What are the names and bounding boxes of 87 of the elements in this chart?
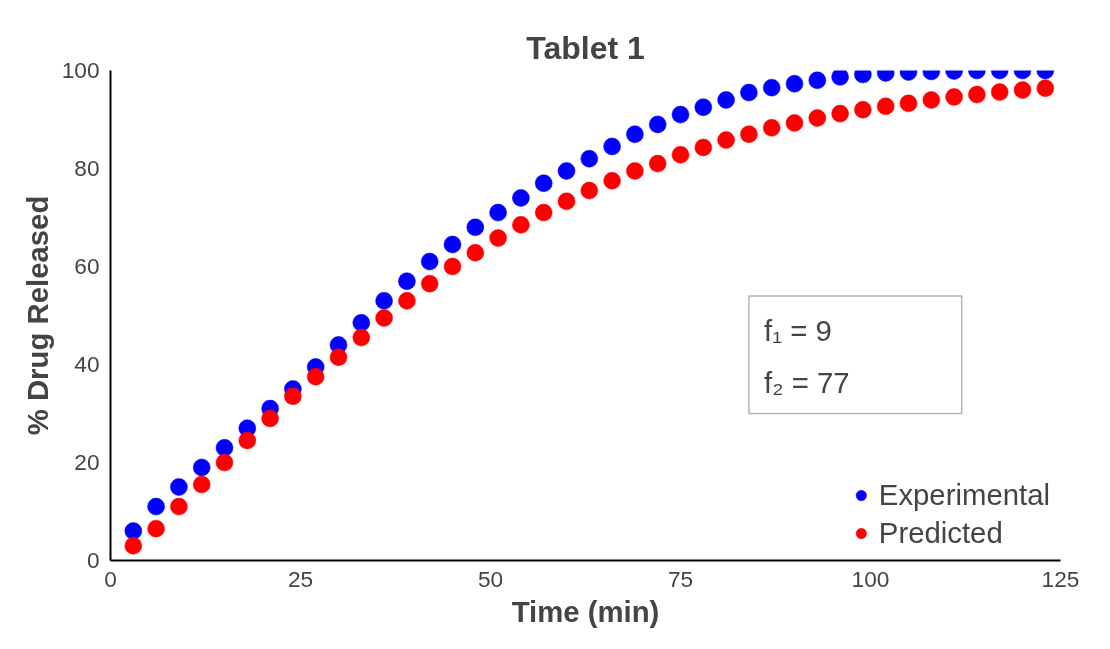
point — [580, 149, 599, 168]
x-axis-title: Time (min) — [511, 594, 660, 628]
point — [192, 475, 211, 494]
point — [352, 328, 371, 347]
point — [443, 257, 462, 276]
point — [1036, 79, 1055, 98]
point — [375, 308, 394, 327]
point — [808, 109, 827, 128]
y-axis-title: % Drug Released — [20, 195, 54, 436]
point — [489, 229, 508, 248]
x-tick-label: 25 — [287, 565, 314, 592]
point — [808, 71, 827, 90]
x-tick-label: 125 — [1041, 565, 1080, 592]
point — [420, 274, 439, 293]
point — [717, 131, 736, 150]
point — [534, 203, 553, 222]
x-tick-label: 50 — [477, 565, 504, 592]
point — [1013, 81, 1032, 100]
point — [534, 174, 553, 193]
point — [876, 97, 895, 116]
point — [625, 161, 644, 180]
point — [603, 171, 622, 190]
legend-label: Experimental — [878, 478, 1050, 512]
point — [967, 85, 986, 104]
point — [375, 291, 394, 310]
point — [557, 192, 576, 211]
point — [192, 458, 211, 477]
point — [238, 431, 257, 450]
annotation: f₂ = 77 — [764, 365, 850, 399]
point — [124, 536, 143, 555]
point — [694, 98, 713, 117]
y-tick-label: 60 — [74, 253, 100, 279]
legend-label: Predicted — [878, 516, 1003, 550]
point — [511, 188, 530, 207]
y-tick-label: 40 — [74, 351, 100, 377]
point — [283, 387, 302, 406]
point — [785, 113, 804, 132]
point — [945, 87, 964, 106]
point — [397, 291, 416, 310]
point — [147, 497, 166, 516]
point — [352, 313, 371, 332]
point — [215, 438, 234, 457]
point — [466, 218, 485, 237]
point — [694, 138, 713, 157]
point — [648, 154, 667, 173]
point — [397, 272, 416, 291]
point — [420, 252, 439, 271]
point — [899, 94, 918, 113]
point — [215, 453, 234, 472]
point — [147, 519, 166, 538]
point — [603, 137, 622, 156]
point — [717, 90, 736, 109]
point — [922, 90, 941, 109]
point — [739, 125, 758, 144]
point — [580, 181, 599, 200]
point — [671, 105, 690, 124]
point — [124, 522, 143, 541]
point — [762, 118, 781, 137]
point — [329, 348, 348, 367]
y-tick-label: 100 — [61, 57, 100, 83]
point — [990, 83, 1009, 102]
y-tick-label: 80 — [74, 155, 100, 181]
y-tick-label: 0 — [86, 547, 100, 573]
point — [762, 78, 781, 97]
y-tick-label: 20 — [74, 449, 100, 475]
point — [443, 235, 462, 254]
point — [169, 478, 188, 496]
point — [261, 409, 280, 428]
point — [671, 145, 690, 164]
chart-title: Tablet 1 — [526, 29, 645, 66]
point — [169, 497, 188, 516]
point — [831, 104, 850, 123]
annotation: f₁ = 9 — [764, 314, 832, 348]
x-tick-label: 0 — [104, 565, 117, 592]
point — [785, 74, 804, 93]
point — [831, 70, 850, 86]
point — [466, 243, 485, 262]
point — [625, 125, 644, 144]
point — [853, 100, 872, 119]
point — [648, 115, 667, 134]
point — [511, 215, 530, 234]
point — [557, 161, 576, 180]
x-tick-label: 75 — [667, 565, 694, 592]
point — [306, 367, 325, 386]
point — [739, 83, 758, 102]
x-tick-label: 100 — [851, 565, 890, 592]
point — [489, 203, 508, 222]
